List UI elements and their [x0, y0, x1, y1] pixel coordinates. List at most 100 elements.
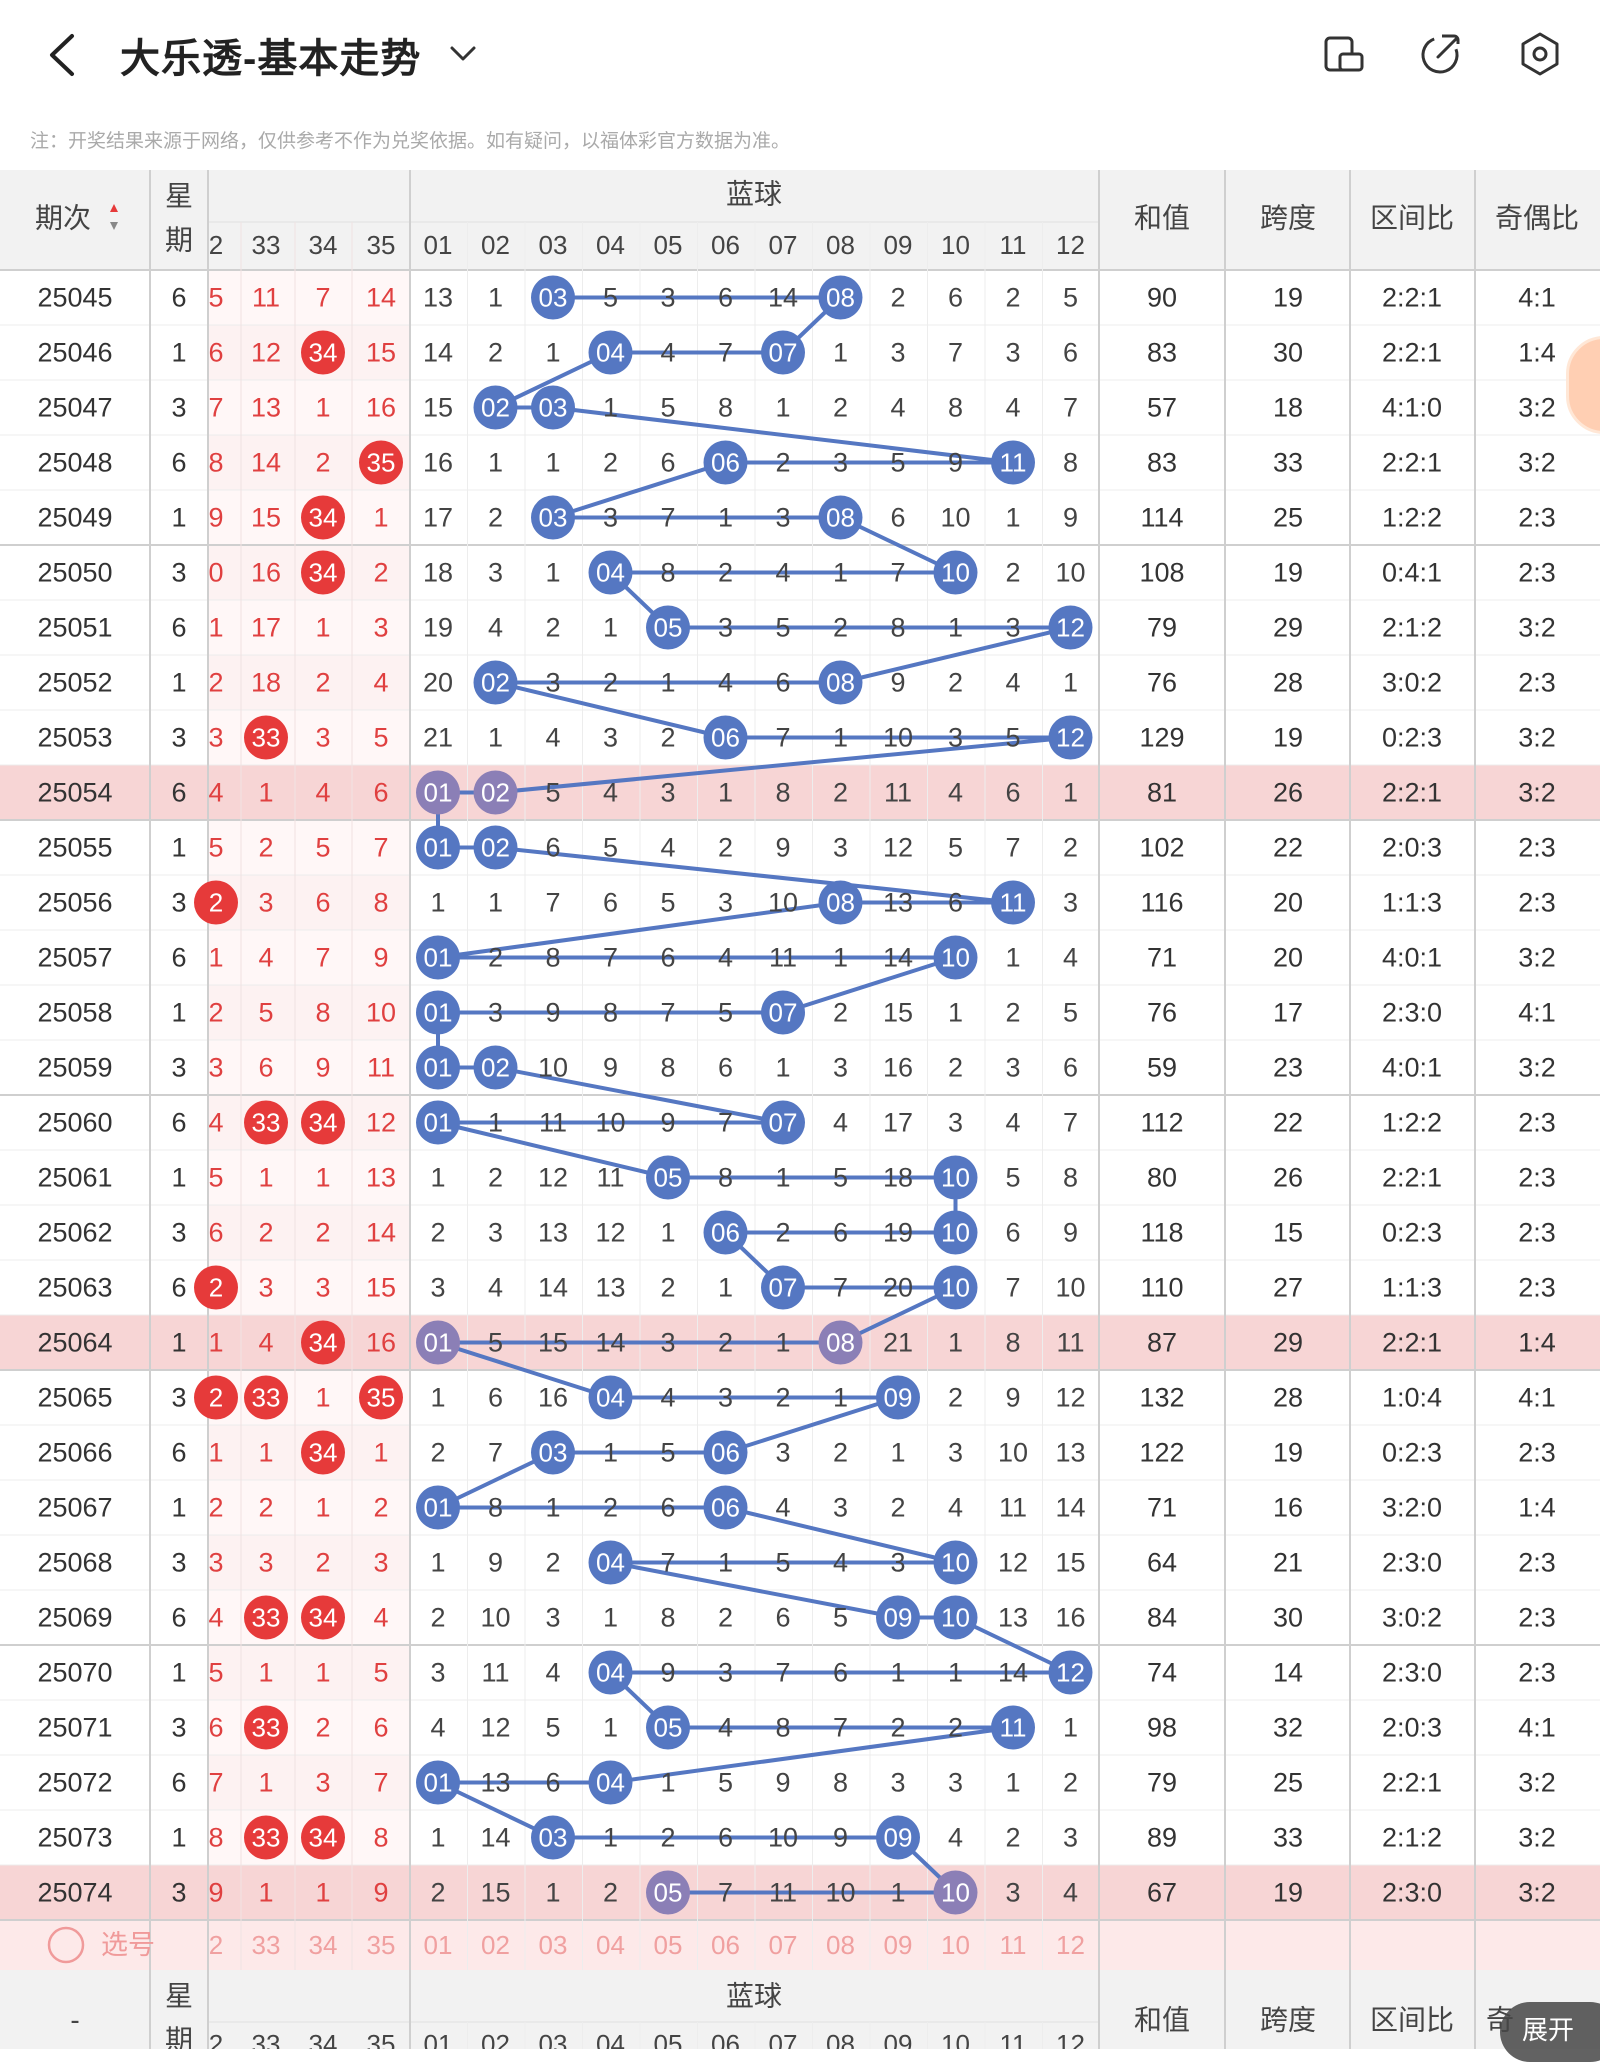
blue-miss-cell: 4	[948, 778, 963, 808]
sum-cell: 90	[1147, 283, 1177, 313]
blue-ball	[473, 385, 518, 430]
front-miss-cell: 14	[366, 1218, 396, 1248]
blue-ball	[588, 1375, 633, 1420]
top-bar: 大乐透-基本走势 注：开奖结果来源于网络，仅供参考不作为兑奖依据。如有疑问，以福…	[0, 0, 1600, 170]
odd-even-cell: 3:2	[1518, 943, 1556, 973]
blue-miss-cell: 1	[660, 1768, 675, 1798]
blue-miss-cell: 4	[1005, 393, 1020, 423]
table-row: 25074 3 9 1 1 9 2 15 1 2 05 7 11 10 1 10 3 4 67 19 2:3:0 3:2	[37, 1870, 1556, 1915]
blue-ball-number: 04	[596, 558, 625, 588]
blue-miss-cell: 6	[775, 1603, 790, 1633]
front-miss-cell: 9	[208, 503, 223, 533]
blue-ball-number: 12	[1056, 723, 1085, 753]
weekday-cell: 1	[171, 1823, 186, 1853]
settings-icon[interactable]	[1516, 30, 1564, 78]
blue-miss-cell: 9	[660, 1108, 675, 1138]
blue-miss-cell: 2	[603, 1878, 618, 1908]
blue-miss-cell: 17	[883, 1108, 913, 1138]
blue-ball-number: 05	[654, 1878, 683, 1908]
blue-miss-cell: 12	[883, 833, 913, 863]
span-cell: 19	[1273, 723, 1303, 753]
blue-miss-cell: 4	[718, 668, 733, 698]
footer-blue-header: 10	[941, 2029, 970, 2049]
blue-ball	[933, 1870, 978, 1915]
odd-even-cell: 4:1	[1518, 283, 1556, 313]
blue-miss-cell: 3	[890, 1548, 905, 1578]
zone-ratio-cell: 0:2:3	[1382, 1438, 1442, 1468]
blue-ball-number: 10	[941, 1218, 970, 1248]
blue-ball-number: 08	[826, 503, 855, 533]
dropdown-chevron-icon[interactable]	[448, 40, 478, 66]
front-miss-cell: 7	[373, 833, 388, 863]
table-row: 25056 3 2 3 6 8 1 1 7 6 5 3 10 08 13 6 11 3 116 20 1:1:3 2:3	[37, 880, 1556, 925]
weekday-cell: 6	[171, 283, 186, 313]
blue-ball-number: 07	[769, 1108, 798, 1138]
weekday-cell: 1	[171, 338, 186, 368]
blue-ball-number: 01	[424, 943, 453, 973]
span-cell: 29	[1273, 1328, 1303, 1358]
blue-ball-number: 03	[539, 283, 568, 313]
blue-miss-cell: 10	[883, 723, 913, 753]
front-miss-cell: 5	[373, 1658, 388, 1688]
front-miss-cell: 3	[258, 1548, 273, 1578]
blue-ball	[416, 990, 460, 1035]
blue-ball	[933, 935, 978, 980]
circle-checkbox-icon[interactable]	[47, 1926, 85, 1964]
column-header-blue: 03	[539, 230, 568, 260]
table-row: 25047 3 7 13 1 16 15 02 03 1 5 8 1 2 4 8 4 7 57 18 4:1:0 3:2	[37, 385, 1556, 430]
blue-miss-cell: 7	[833, 1713, 848, 1743]
blue-ball-number: 04	[596, 1383, 625, 1413]
blue-ball-number: 04	[596, 1658, 625, 1688]
front-zone-bg	[208, 1755, 410, 1810]
zone-ratio-cell: 2:3:0	[1382, 1548, 1442, 1578]
back-arrow-icon[interactable]	[44, 32, 84, 78]
blue-ball-number: 10	[941, 1273, 970, 1303]
blue-ball-number: 08	[826, 1328, 855, 1358]
front-miss-cell: 1	[373, 1438, 388, 1468]
blue-miss-cell: 18	[423, 558, 453, 588]
blue-miss-cell: 9	[833, 1823, 848, 1853]
blue-miss-cell: 8	[488, 1493, 503, 1523]
blue-miss-cell: 2	[488, 943, 503, 973]
blue-miss-cell: 1	[430, 1163, 445, 1193]
red-ball-number: 34	[309, 1603, 338, 1633]
blue-ball	[703, 1485, 748, 1530]
odd-even-cell: 2:3	[1518, 1273, 1556, 1303]
select-blue-number: 02	[481, 1930, 510, 1960]
blue-miss-cell: 9	[1005, 1383, 1020, 1413]
blue-miss-cell: 1	[833, 1383, 848, 1413]
blue-ball	[588, 550, 633, 595]
blue-miss-cell: 10	[1055, 558, 1085, 588]
sum-cell: 110	[1140, 1273, 1183, 1303]
span-cell: 19	[1273, 1878, 1303, 1908]
expand-button[interactable]: 展开	[1500, 2002, 1600, 2062]
share-icon[interactable]	[1416, 30, 1464, 78]
blue-miss-cell: 19	[423, 613, 453, 643]
sum-cell: 74	[1147, 1658, 1177, 1688]
blue-ball	[588, 1540, 633, 1585]
period-cell: 25071	[37, 1713, 112, 1743]
front-miss-cell: 3	[315, 1273, 330, 1303]
blue-ball-number: 01	[424, 998, 453, 1028]
blue-miss-cell: 1	[488, 888, 503, 918]
blue-ball-number: 10	[941, 1878, 970, 1908]
blue-miss-cell: 14	[595, 1328, 625, 1358]
page-title[interactable]: 大乐透-基本走势	[120, 37, 422, 81]
front-miss-cell: 7	[208, 1768, 223, 1798]
blue-ball-number: 05	[654, 613, 683, 643]
blue-miss-cell: 13	[998, 1603, 1028, 1633]
period-cell: 25056	[37, 888, 112, 918]
sum-cell: 71	[1147, 943, 1177, 973]
weekday-cell: 1	[171, 503, 186, 533]
blue-miss-cell: 3	[430, 1273, 445, 1303]
blue-miss-cell: 5	[1005, 1163, 1020, 1193]
front-miss-cell: 6	[373, 778, 388, 808]
red-ball	[301, 330, 345, 375]
blue-miss-cell: 4	[718, 943, 733, 973]
front-miss-cell: 8	[373, 1823, 388, 1853]
phone-landscape-icon[interactable]	[1320, 30, 1368, 78]
blue-miss-cell: 1	[545, 448, 560, 478]
blue-miss-cell: 9	[660, 1658, 675, 1688]
front-zone-bg	[208, 985, 410, 1040]
blue-ball-number: 02	[481, 668, 510, 698]
